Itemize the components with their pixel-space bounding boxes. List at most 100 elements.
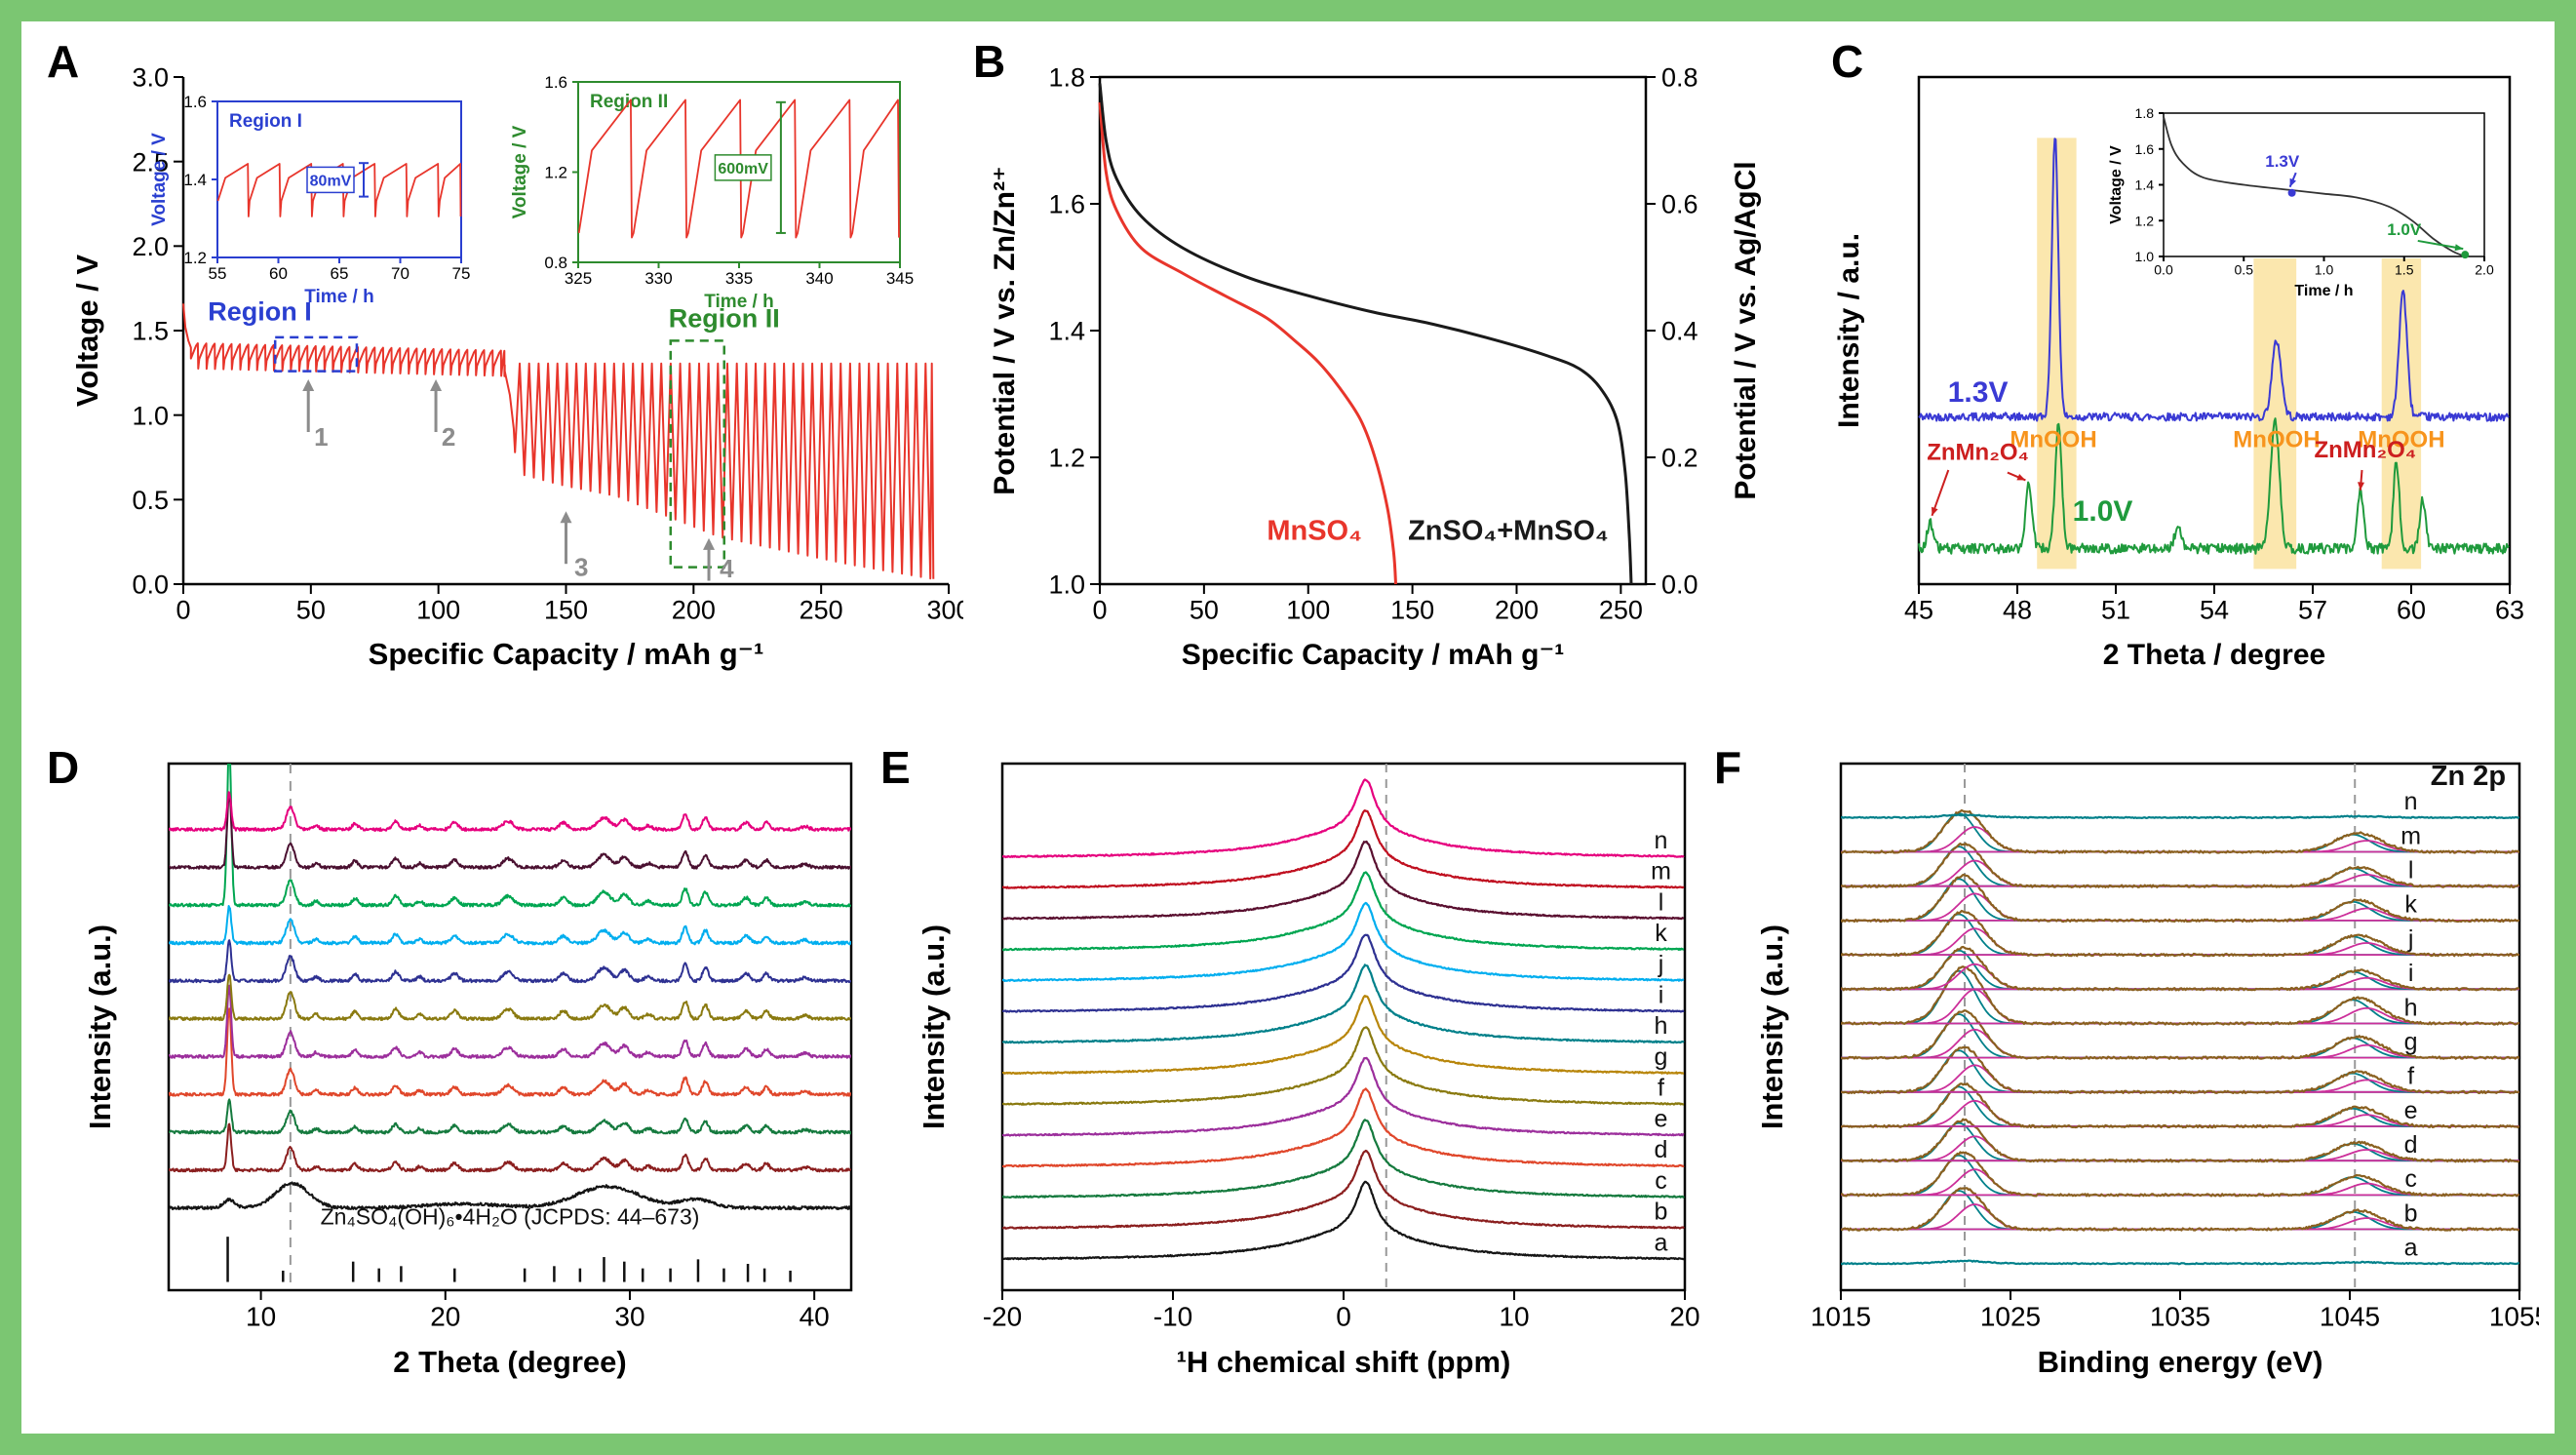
xps-envelope-l (1841, 842, 2519, 888)
nmr-curve-k (1002, 871, 1685, 952)
x-tick-label: 335 (725, 269, 753, 288)
nmr-curve-l (1002, 840, 1685, 921)
curve-letter: f (1658, 1075, 1664, 1102)
nmr-curve-h (1002, 963, 1685, 1044)
discharge-curve-1 (1098, 101, 1397, 585)
x-tick-label: 75 (452, 264, 471, 283)
nmr-curve-e (1002, 1056, 1685, 1137)
x-tick-label: 325 (565, 269, 592, 288)
x-tick-label: 55 (209, 264, 227, 283)
y-axis-label: Potential / V vs. Zn/Zn²⁺ (989, 166, 1021, 495)
fit-peak (1841, 874, 2519, 887)
xrd-curve-1.0V (1918, 417, 2510, 555)
xrd-curve-1.3V (1918, 138, 2510, 422)
xps-flat-a (1841, 1259, 2519, 1266)
xps-envelope-i (1841, 945, 2519, 992)
nmr-curve-g (1002, 995, 1685, 1076)
curve-letter: i (2408, 960, 2414, 987)
top-row: A 0501001502002503000.00.51.01.52.02.53.… (37, 33, 2539, 716)
xrd-stack-curve-5 (169, 984, 851, 1059)
curve-letter: d (1655, 1136, 1668, 1163)
fit-peak (1841, 1182, 2519, 1197)
x-tick-label: 60 (2397, 596, 2426, 625)
fit-peak (1841, 988, 2519, 1025)
mnooh-label: MnOOH (2358, 427, 2444, 453)
y-tick-label: 1.0 (132, 401, 169, 430)
inset-curve (577, 98, 900, 239)
inset-annotation: 80mV (310, 173, 352, 189)
x-tick-label: 250 (800, 596, 843, 625)
y-tick-label: 1.6 (1048, 190, 1085, 219)
curve-letter: e (1655, 1105, 1668, 1132)
y2-tick-label: 0.6 (1661, 190, 1698, 219)
nmr-curve-c (1002, 1119, 1685, 1199)
x-tick-label: 340 (805, 269, 833, 288)
panel-D: D 10 20 30 40 2 Theta (degree) Intensity (a.u… (37, 739, 871, 1422)
nmr-curve-f (1002, 1026, 1685, 1106)
x-tick-label: 10 (246, 1302, 276, 1332)
fit-peak (1841, 1121, 2519, 1162)
curve-letter: k (2404, 891, 2417, 919)
fit-peak (1841, 1190, 2519, 1231)
mnooh-label: MnOOH (2233, 427, 2320, 453)
x-tick-label: 200 (672, 596, 716, 625)
panel-A-chart: 0 50 100 150 200 250 300 0.0 0.5 1.0 1.5 2.0 2.5 3.0 S… (70, 63, 963, 671)
xps-envelope-e (1841, 1082, 2519, 1129)
x-tick-label: 150 (1390, 596, 1434, 625)
xrd-stack-curve-2 (169, 1122, 851, 1173)
x-tick-label: 51 (2101, 596, 2130, 625)
fit-peak (1841, 969, 2519, 1025)
panel-C-label: C (1831, 36, 1864, 87)
x-tick-label: 150 (544, 596, 588, 625)
panel-F: F 1015 1025 1035 1045 1055 Binding energy (eV… (1704, 739, 2539, 1422)
x-axis-label: Time / h (304, 287, 373, 307)
curve-letter: a (1655, 1229, 1668, 1256)
xps-envelope-f (1841, 1045, 2519, 1094)
inset-mark-label: 1.3V (2265, 152, 2300, 171)
x-tick-label: 0.5 (2235, 261, 2254, 277)
inset-mark-label: 1.0V (2387, 220, 2422, 239)
fit-peak (1841, 949, 2519, 991)
curve-letter: c (2404, 1165, 2417, 1193)
xps-envelope-b (1841, 1187, 2519, 1232)
nmr-curve-a (1002, 1180, 1685, 1261)
plot-frame (1098, 75, 1648, 586)
curve-letter: h (2404, 994, 2418, 1021)
y-tick-label: 0.8 (544, 254, 567, 272)
y-tick-label: 1.0 (2135, 249, 2155, 264)
fit-peak (1841, 999, 2519, 1025)
y-tick-label: 1.4 (2135, 177, 2155, 193)
x-tick-label: 40 (800, 1302, 830, 1332)
curve-letter: j (2407, 925, 2414, 953)
y-axis-label: Intensity (a.u.) (917, 924, 951, 1129)
x-axis-label: ¹H chemical shift (ppm) (1177, 1345, 1511, 1379)
cycling-curve (182, 303, 935, 580)
nmr-curve-m (1002, 809, 1685, 889)
y-tick-label: 1.6 (183, 93, 207, 111)
plot-frame (1000, 762, 1687, 1292)
panel-E: E -20 -10 0 10 20 ¹H chemical shift (ppm) Inte… (871, 739, 1704, 1422)
xps-envelope-g (1841, 1009, 2519, 1060)
curve-letter: d (2404, 1131, 2418, 1159)
y-axis-label: Voltage / V (510, 125, 530, 218)
curve-letter: h (1655, 1012, 1668, 1040)
curve-letter: e (2404, 1097, 2418, 1124)
y-axis-label: Voltage / V (70, 255, 104, 408)
step-number: 2 (442, 422, 455, 452)
panel-B-chart: 0 50 100 150 200 250 1.0 1.2 1.4 1.6 1.8 0.0 0.2 0.4 0… (989, 63, 1762, 671)
x-tick-label: 57 (2298, 596, 2327, 625)
x-tick-label: 0 (1092, 596, 1107, 625)
x-tick-label: 0.0 (2154, 261, 2173, 277)
region-label-1: Region I (208, 297, 312, 327)
y-axis-label: Intensity / a.u. (1833, 233, 1865, 428)
y-axis-label: Intensity (a.u.) (83, 924, 117, 1129)
x-axis-label: Specific Capacity / mAh g⁻¹ (1182, 639, 1565, 671)
fit-peak (1841, 1064, 2519, 1093)
panel-B: B 0 50 100 150 200 250 1.0 1.2 1.4 1.6 1.8 0.0 0.2 0.… (963, 33, 1821, 716)
x-tick-label: 1025 (1980, 1302, 2041, 1332)
y-tick-label: 1.2 (1048, 444, 1085, 473)
x-tick-label: 50 (296, 596, 326, 625)
region-label-2: Region II (669, 304, 780, 334)
x-tick-label: 1045 (2320, 1302, 2380, 1332)
series-label: MnSO₄ (1267, 516, 1362, 547)
